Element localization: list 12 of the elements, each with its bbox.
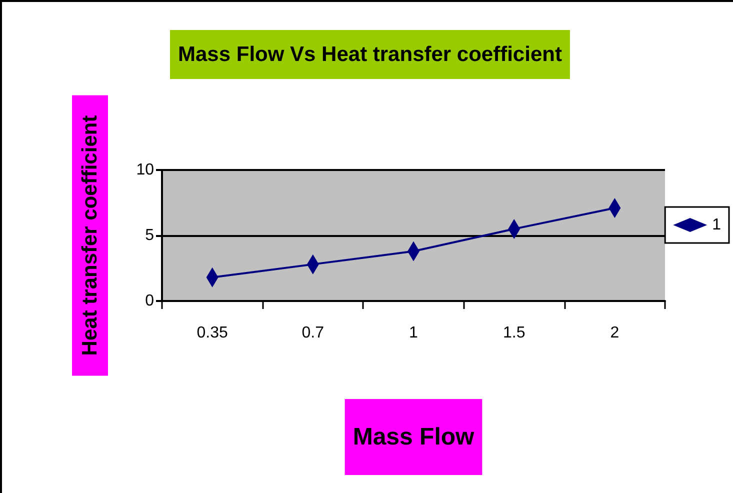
y-tick-label: 0 (145, 292, 154, 310)
y-tick-label: 10 (136, 162, 154, 178)
legend-label: 1 (712, 216, 722, 234)
x-axis-title: Mass Flow (352, 424, 475, 450)
x-tick-label: 1 (409, 324, 418, 342)
x-tick-label: 1.5 (502, 324, 526, 342)
chart-title: Mass Flow Vs Heat transfer coefficient (178, 43, 562, 66)
x-tick-label: 2 (610, 324, 620, 342)
x-tick-label: 0.35 (196, 324, 228, 342)
y-tick-label: 5 (145, 227, 154, 244)
x-tick-label: 0.7 (302, 324, 324, 342)
y-axis-title: Heat transfer coefficient (78, 115, 102, 356)
